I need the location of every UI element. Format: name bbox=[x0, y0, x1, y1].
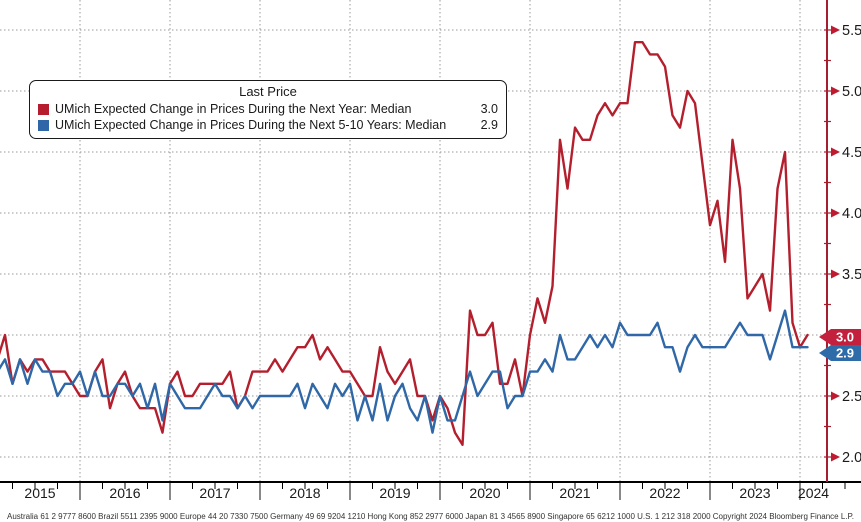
last-price-badges: 3.02.9 bbox=[819, 329, 861, 361]
x-axis-year-label: 2015 bbox=[24, 485, 55, 501]
y-axis-tick-label: 3.5 bbox=[842, 267, 861, 283]
series-next-year-line bbox=[0, 41, 809, 446]
x-axis: 2015 2016 2017 2018 2019 2020 2021 2022 2023 2024 bbox=[0, 481, 861, 501]
y-axis-arrow-icon bbox=[831, 269, 840, 279]
y-axis-tick-label: 4.0 bbox=[842, 206, 861, 222]
y-axis-arrow-icon bbox=[831, 208, 840, 218]
x-axis-year-label: 2018 bbox=[289, 485, 320, 501]
x-axis-year-label: 2021 bbox=[559, 485, 590, 501]
legend-title: Last Price bbox=[239, 84, 297, 99]
bloomberg-footer-text: Australia 61 2 9777 8600 Brazil 5511 239… bbox=[6, 512, 855, 521]
series-lines bbox=[0, 41, 809, 446]
legend: Last Price UMich Expected Change in Pric… bbox=[29, 80, 507, 139]
y-axis-tick-label: 2.5 bbox=[842, 389, 861, 405]
legend-item-label: UMich Expected Change in Prices During t… bbox=[55, 102, 412, 116]
y-axis-tick-label: 5.5 bbox=[842, 23, 861, 39]
last-price-badge-blue bbox=[819, 345, 861, 361]
x-axis-year-label: 2024 bbox=[798, 485, 829, 501]
series-5-10-years-line bbox=[0, 309, 809, 434]
blue-series-swatch-icon bbox=[38, 119, 49, 131]
y-axis-arrow-icon bbox=[831, 391, 840, 401]
last-price-badge-red bbox=[819, 329, 861, 345]
y-axis-arrow-icon bbox=[831, 25, 840, 35]
x-axis-year-label: 2019 bbox=[379, 485, 410, 501]
last-price-badge-blue-value: 2.9 bbox=[836, 346, 854, 361]
y-axis-arrow-icon bbox=[831, 147, 840, 157]
y-axis: 2.0 2.5 3.0 3.5 4.0 4.5 5.0 5.5 bbox=[824, 0, 861, 482]
legend-item-label: UMich Expected Change in Prices During t… bbox=[55, 118, 447, 132]
legend-item-next-year[interactable]: UMich Expected Change in Prices During t… bbox=[38, 101, 498, 117]
legend-item-value: 3.0 bbox=[480, 102, 498, 116]
red-series-swatch-icon bbox=[38, 103, 49, 115]
x-axis-year-label: 2016 bbox=[109, 485, 140, 501]
legend-item-value: 2.9 bbox=[480, 118, 498, 132]
x-axis-year-label: 2023 bbox=[739, 485, 770, 501]
y-axis-arrow-icon bbox=[831, 86, 840, 96]
y-axis-arrow-icon bbox=[831, 452, 840, 462]
gridlines bbox=[0, 0, 827, 482]
legend-item-5-10-years[interactable]: UMich Expected Change in Prices During t… bbox=[38, 117, 498, 133]
last-price-badge-red-value: 3.0 bbox=[836, 330, 854, 345]
x-axis-year-label: 2017 bbox=[199, 485, 230, 501]
y-axis-tick-label: 2.0 bbox=[842, 450, 861, 466]
y-axis-tick-label: 4.5 bbox=[842, 145, 861, 161]
x-axis-year-label: 2022 bbox=[649, 485, 680, 501]
y-axis-tick-label: 5.0 bbox=[842, 84, 861, 100]
x-axis-year-label: 2020 bbox=[469, 485, 500, 501]
